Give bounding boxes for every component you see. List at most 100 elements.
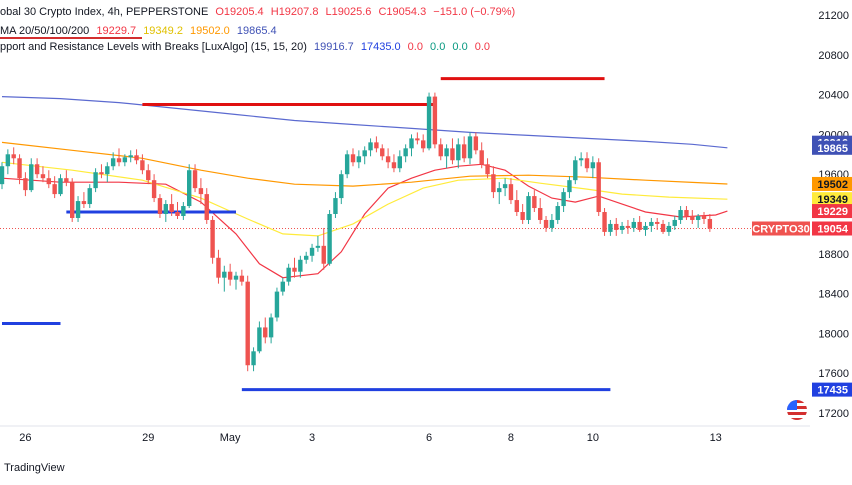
candle-body[interactable] — [151, 180, 157, 199]
candle-body[interactable] — [356, 156, 362, 163]
candle-body[interactable] — [280, 281, 285, 292]
candle-body[interactable] — [204, 194, 209, 220]
candle-body[interactable] — [549, 219, 555, 228]
candle-body[interactable] — [655, 221, 660, 224]
candle-body[interactable] — [75, 201, 81, 218]
candle-body[interactable] — [321, 245, 326, 264]
candle-body[interactable] — [40, 174, 46, 179]
candle-body[interactable] — [263, 327, 268, 338]
candle-body[interactable] — [128, 155, 133, 158]
candle-body[interactable] — [198, 188, 204, 195]
candle-body[interactable] — [596, 162, 601, 213]
candle-body[interactable] — [584, 158, 590, 169]
candle-body[interactable] — [456, 144, 461, 161]
candle-body[interactable] — [538, 208, 543, 220]
candle-body[interactable] — [391, 162, 397, 169]
candle-body[interactable] — [473, 136, 479, 151]
candle-body[interactable] — [649, 221, 654, 226]
candle-body[interactable] — [169, 204, 174, 213]
candle-body[interactable] — [350, 154, 356, 163]
candle-body[interactable] — [397, 156, 402, 169]
candle-body[interactable] — [315, 245, 321, 248]
candle-body[interactable] — [450, 148, 455, 161]
candle-body[interactable] — [380, 148, 385, 157]
candle-body[interactable] — [520, 212, 525, 220]
candle-body[interactable] — [163, 204, 168, 214]
candle-body[interactable] — [619, 225, 625, 230]
candle-body[interactable] — [409, 138, 414, 149]
candle-body[interactable] — [438, 144, 443, 157]
candle-body[interactable] — [631, 221, 636, 228]
candle-body[interactable] — [17, 158, 22, 179]
candle-body[interactable] — [93, 172, 98, 189]
candle-body[interactable] — [485, 164, 490, 175]
candle-body[interactable] — [52, 184, 57, 195]
candle-body[interactable] — [415, 138, 420, 141]
candle-body[interactable] — [625, 225, 631, 228]
candle-body[interactable] — [87, 188, 92, 205]
candle-body[interactable] — [116, 158, 122, 163]
candle-body[interactable] — [99, 172, 104, 175]
candle-body[interactable] — [216, 257, 221, 278]
candle-body[interactable] — [181, 206, 186, 216]
candle-body[interactable] — [497, 188, 502, 193]
candle-body[interactable] — [385, 156, 391, 163]
candle-body[interactable] — [268, 317, 274, 338]
candle-body[interactable] — [239, 275, 245, 282]
candle-body[interactable] — [157, 198, 163, 214]
candle-body[interactable] — [543, 219, 549, 228]
candle-body[interactable] — [64, 178, 69, 183]
candle-body[interactable] — [666, 225, 672, 232]
candle-body[interactable] — [11, 154, 16, 159]
candle-body[interactable] — [309, 247, 315, 256]
candle-body[interactable] — [660, 223, 666, 232]
candle-body[interactable] — [526, 196, 531, 220]
candle-body[interactable] — [5, 154, 11, 167]
candle-body[interactable] — [70, 182, 75, 218]
candle-body[interactable] — [222, 271, 227, 278]
candle-body[interactable] — [327, 214, 332, 264]
candle-body[interactable] — [333, 198, 338, 214]
candle-body[interactable] — [532, 196, 537, 209]
candle-body[interactable] — [286, 267, 291, 282]
tradingview-brand[interactable]: TradingView — [4, 462, 65, 474]
candle-body[interactable] — [257, 327, 262, 352]
candle-body[interactable] — [175, 212, 180, 216]
candle-body[interactable] — [339, 174, 344, 199]
candle-body[interactable] — [678, 210, 683, 220]
candle-body[interactable] — [608, 223, 613, 232]
candle-body[interactable] — [304, 255, 309, 260]
candle-body[interactable] — [602, 212, 607, 232]
candle-body[interactable] — [233, 275, 239, 280]
candle-body[interactable] — [292, 267, 297, 272]
candle-body[interactable] — [491, 174, 496, 193]
candle-body[interactable] — [298, 259, 303, 272]
candle-body[interactable] — [122, 157, 128, 163]
candle-body[interactable] — [467, 136, 473, 159]
candle-body[interactable] — [251, 351, 256, 366]
candle-body[interactable] — [514, 200, 519, 213]
candle-body[interactable] — [643, 225, 648, 230]
candle-body[interactable] — [81, 201, 87, 205]
candle-body[interactable] — [508, 184, 514, 201]
candle-body[interactable] — [432, 96, 438, 145]
candle-body[interactable] — [344, 154, 350, 175]
candle-body[interactable] — [210, 219, 215, 258]
candle-body[interactable] — [46, 178, 51, 185]
candle-body[interactable] — [684, 210, 689, 216]
candle-body[interactable] — [29, 164, 34, 191]
candle-body[interactable] — [368, 142, 373, 151]
candle-body[interactable] — [23, 178, 28, 191]
candle-body[interactable] — [421, 140, 426, 149]
candle-body[interactable] — [140, 160, 145, 171]
candle-body[interactable] — [590, 162, 596, 169]
candle-body[interactable] — [58, 178, 63, 195]
candle-body[interactable] — [227, 271, 233, 280]
us-flag-icon[interactable] — [787, 400, 807, 420]
candle-body[interactable] — [502, 184, 508, 189]
candle-body[interactable] — [245, 281, 250, 366]
candle-body[interactable] — [695, 215, 701, 220]
candle-body[interactable] — [701, 215, 707, 219]
candle-body[interactable] — [362, 150, 367, 157]
